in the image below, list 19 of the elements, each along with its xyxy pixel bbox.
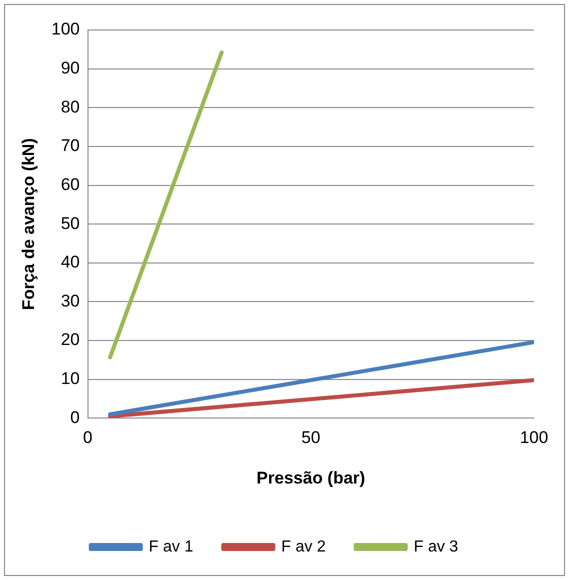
x-tick-label: 100 [520,428,548,448]
y-tick-label: 60 [60,174,80,194]
y-tick-label: 30 [60,291,80,310]
y-tick-label: 90 [60,58,80,78]
y-tick-label: 0 [70,408,80,427]
legend-label: F av 3 [414,538,458,556]
legend-label: F av 1 [148,538,194,556]
y-tick-label: 10 [60,369,80,388]
y-axis-title: Força de avanço (kN) [18,138,38,310]
y-tick-label: 70 [60,136,80,156]
y-tick-label: 50 [60,214,80,233]
y-tick-label: 100 [51,20,80,39]
legend-label: F av 2 [281,538,326,556]
y-tick-label: 80 [60,97,80,116]
x-axis-title: Pressão (bar) [256,468,366,488]
y-tick-label: 20 [60,330,80,350]
y-tick-label: 40 [60,252,80,272]
x-tick-label: 0 [83,428,92,448]
x-tick-label: 50 [301,428,320,448]
